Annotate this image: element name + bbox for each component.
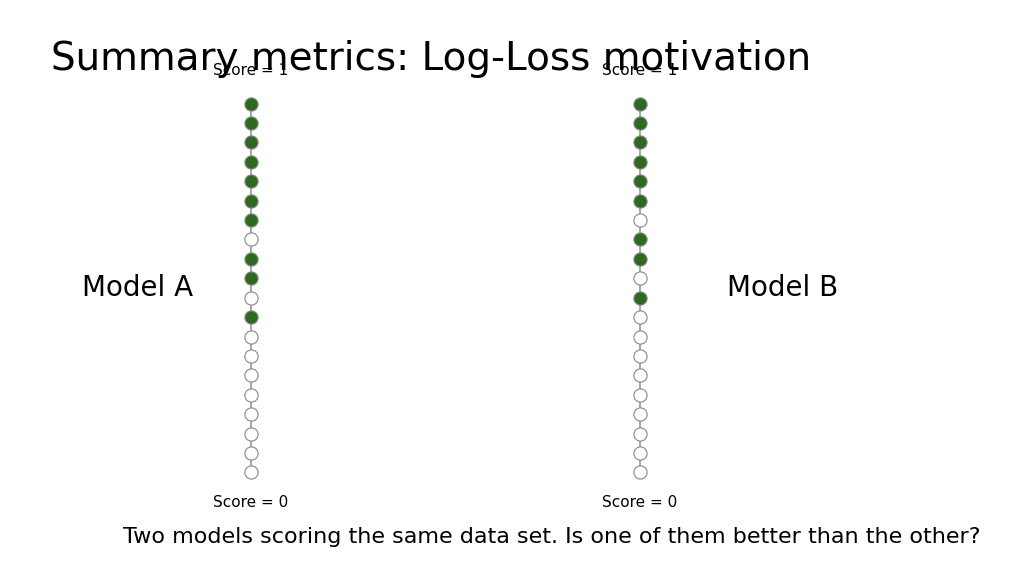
Text: Two models scoring the same data set. Is one of them better than the other?: Two models scoring the same data set. Is… [123,527,980,547]
Text: Score = 0: Score = 0 [602,495,678,510]
Text: Model A: Model A [82,274,194,302]
Text: Score = 0: Score = 0 [213,495,289,510]
Text: Summary metrics: Log-Loss motivation: Summary metrics: Log-Loss motivation [51,40,811,78]
Text: Score = 1: Score = 1 [602,63,678,78]
Text: Score = 1: Score = 1 [213,63,289,78]
Text: Model B: Model B [727,274,839,302]
